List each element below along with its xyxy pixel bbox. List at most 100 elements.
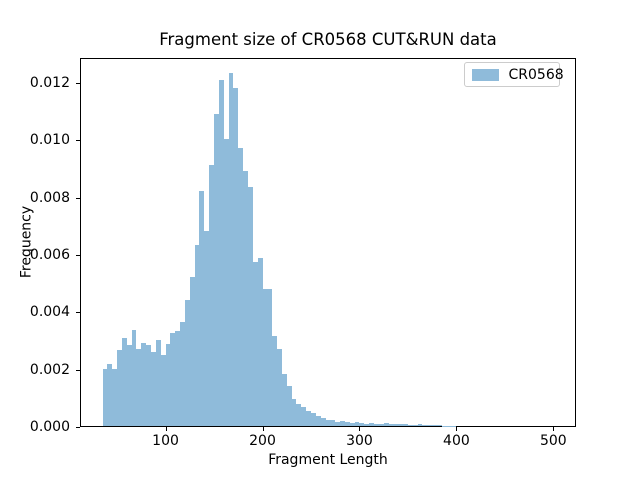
histogram-bar	[165, 344, 171, 427]
histogram-bar	[184, 299, 190, 427]
histogram-bar	[146, 345, 151, 427]
histogram-bar	[131, 329, 137, 427]
histogram-bar	[412, 424, 418, 427]
histogram-bar	[218, 79, 224, 427]
x-tick-mark	[359, 427, 361, 432]
histogram-bar	[126, 345, 132, 427]
histogram-bar	[388, 424, 394, 427]
y-tick-mark	[76, 140, 80, 142]
histogram-bar	[117, 349, 122, 427]
histogram-bar	[349, 423, 355, 427]
histogram-bar	[403, 424, 408, 427]
histogram-bar	[155, 339, 161, 427]
y-tick-label: 0.008	[29, 189, 70, 206]
histogram-bar	[441, 425, 447, 427]
x-tick-mark	[553, 427, 555, 432]
histogram-bar	[335, 421, 341, 427]
plot-area	[80, 57, 576, 428]
y-tick-label: 0.010	[29, 132, 70, 149]
y-tick-mark	[76, 197, 80, 199]
histogram-bar	[151, 351, 156, 427]
chart-title: Fragment size of CR0568 CUT&RUN data	[159, 30, 497, 49]
histogram-bar	[189, 277, 195, 427]
histogram-bar	[432, 425, 437, 427]
histogram-bar	[223, 139, 229, 427]
histogram-bar	[364, 423, 370, 427]
histogram-bar	[228, 72, 234, 427]
histogram-bar	[141, 343, 147, 427]
histogram-bar	[102, 368, 108, 427]
histogram-bar	[310, 413, 316, 427]
x-tick-mark	[262, 427, 264, 432]
histogram-bar	[121, 337, 127, 427]
histogram-bar	[281, 373, 287, 427]
histogram-bar	[315, 415, 321, 427]
y-tick-mark	[76, 369, 80, 371]
histogram-bar	[369, 422, 374, 427]
histogram-bar	[291, 398, 297, 427]
histogram-bar	[344, 421, 350, 427]
histogram-bar	[407, 424, 413, 427]
histogram-bar	[194, 245, 200, 427]
x-tick-label: 100	[152, 433, 179, 449]
histogram-bar	[340, 421, 345, 427]
histogram-bar	[267, 289, 273, 427]
histogram-bar	[257, 258, 263, 427]
histogram-bar	[378, 423, 384, 427]
x-tick-mark	[165, 427, 167, 432]
y-tick-mark	[76, 312, 80, 314]
histogram-bar	[175, 330, 181, 427]
histogram-bar	[422, 425, 428, 427]
legend-label: CR0568	[508, 66, 564, 83]
histogram-bar	[359, 423, 365, 427]
histogram-bar	[374, 423, 379, 427]
histogram-bar	[393, 424, 399, 427]
histogram-bar	[398, 423, 404, 427]
histogram-bar	[214, 113, 219, 427]
y-tick-label: 0.002	[29, 361, 70, 378]
histogram-bar	[243, 170, 248, 427]
histogram-bar	[306, 411, 311, 427]
histogram-bars	[81, 59, 575, 427]
histogram-bar	[262, 289, 268, 427]
legend-swatch	[471, 68, 499, 81]
y-tick-mark	[76, 255, 80, 257]
x-axis-label: Fragment Length	[268, 452, 388, 468]
histogram-bar	[383, 423, 389, 427]
x-tick-label: 500	[539, 433, 567, 449]
histogram-bar	[170, 332, 176, 427]
histogram-bar	[325, 419, 331, 427]
histogram-bar	[209, 165, 215, 427]
histogram-bar	[204, 231, 210, 427]
histogram-bar	[437, 425, 442, 427]
histogram-bar	[136, 348, 142, 427]
histogram-bar	[277, 348, 282, 427]
histogram-bar	[446, 425, 452, 427]
y-tick-label: 0.012	[29, 74, 70, 91]
x-tick-mark	[456, 427, 458, 432]
histogram-bar	[451, 425, 457, 427]
y-tick-mark	[76, 82, 80, 84]
y-axis-label-text: Frequency	[18, 205, 35, 279]
histogram-bar	[272, 335, 278, 427]
histogram-bar	[199, 190, 205, 427]
y-tick-label: 0.006	[29, 247, 70, 264]
histogram-bar	[286, 385, 292, 427]
x-tick-label: 300	[346, 433, 373, 449]
histogram-bar	[301, 406, 307, 427]
histogram-bar	[112, 368, 118, 427]
histogram-bar	[252, 261, 258, 427]
histogram-bar	[320, 417, 326, 427]
y-tick-label: 0.000	[29, 419, 70, 436]
histogram-bar	[296, 404, 302, 427]
histogram-bar	[160, 354, 166, 427]
histogram-bar	[247, 187, 253, 427]
histogram-bar	[330, 420, 336, 427]
y-tick-label: 0.004	[29, 304, 70, 321]
histogram-bar	[417, 424, 423, 427]
y-tick-mark	[76, 427, 80, 429]
histogram-bar	[427, 425, 433, 427]
x-tick-label: 200	[249, 433, 276, 449]
histogram-bar	[238, 147, 244, 427]
